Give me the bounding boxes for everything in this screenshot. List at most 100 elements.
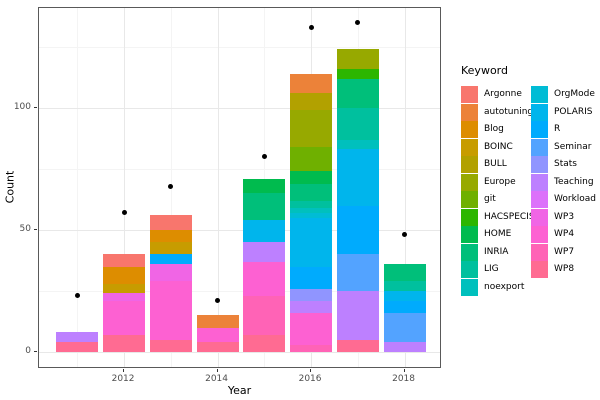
bar-segment bbox=[336, 139, 379, 150]
legend-swatch-icon bbox=[531, 191, 548, 208]
bar-segment bbox=[383, 300, 426, 313]
bar-segment bbox=[103, 334, 146, 352]
bar-segment bbox=[149, 215, 192, 230]
legend-swatch-icon bbox=[531, 243, 548, 261]
gridline-minor-horizontal bbox=[39, 291, 440, 292]
x-tick-label: 2012 bbox=[111, 374, 135, 384]
y-tick-label: 0 bbox=[25, 346, 31, 356]
y-tick-mark bbox=[34, 351, 37, 352]
legend-swatch-icon bbox=[461, 173, 478, 191]
legend-swatch-icon bbox=[461, 138, 478, 156]
bar-segment bbox=[290, 200, 333, 209]
legend-label: Workload bbox=[554, 194, 597, 204]
data-point bbox=[74, 293, 80, 299]
bar-segment bbox=[243, 193, 286, 221]
x-tick-label: 2016 bbox=[298, 374, 322, 384]
legend-label: OrgMode bbox=[554, 89, 595, 99]
x-tick-mark bbox=[216, 369, 218, 372]
legend-label: WP3 bbox=[554, 211, 575, 222]
bar-segment bbox=[336, 68, 379, 79]
legend-swatch-icon bbox=[461, 121, 478, 138]
legend-swatch-icon bbox=[531, 138, 548, 156]
bar-segment bbox=[290, 312, 333, 345]
bar-segment bbox=[336, 205, 379, 255]
legend-swatch-icon bbox=[531, 208, 548, 226]
legend: Keyword Argonne autotuning Blog BOINC BULL Eu… bbox=[455, 64, 600, 296]
bar-segment bbox=[290, 208, 333, 213]
bar-segment bbox=[383, 312, 426, 343]
legend-label: WP7 bbox=[554, 246, 575, 257]
gridline-major-vertical bbox=[217, 8, 219, 367]
bar-segment bbox=[290, 300, 333, 313]
legend-label: HACSPECIS bbox=[484, 211, 535, 222]
legend-label: WP4 bbox=[554, 229, 575, 239]
legend-swatch-icon bbox=[531, 103, 548, 121]
x-axis-title: Year bbox=[227, 384, 252, 397]
legend-label: POLARIS bbox=[554, 106, 593, 117]
data-point bbox=[308, 24, 314, 30]
legend-swatch-icon bbox=[531, 86, 548, 103]
bar-segment bbox=[336, 149, 379, 206]
bar-segment bbox=[336, 108, 379, 140]
bar-segment bbox=[149, 264, 192, 282]
legend-label: HOME bbox=[484, 229, 512, 239]
legend-swatch-icon bbox=[461, 86, 478, 103]
legend-label: Teaching bbox=[554, 176, 594, 187]
legend-swatch-icon bbox=[531, 156, 548, 173]
y-tick-mark bbox=[34, 107, 37, 108]
bar-segment bbox=[196, 327, 239, 343]
bar-segment bbox=[383, 291, 426, 301]
data-point bbox=[402, 232, 408, 238]
legend-label: BOINC bbox=[484, 141, 513, 152]
bar-segment bbox=[196, 342, 239, 352]
legend-label: BULL bbox=[484, 159, 507, 169]
x-tick-label: 2014 bbox=[205, 374, 228, 384]
bar-segment bbox=[290, 183, 333, 201]
bar-segment bbox=[103, 293, 146, 301]
bar-segment bbox=[290, 110, 333, 148]
legend-title: Keyword bbox=[461, 64, 508, 77]
bar-segment bbox=[290, 266, 333, 289]
bar-segment bbox=[103, 254, 146, 267]
legend-swatch-icon bbox=[531, 121, 548, 138]
legend-swatch-icon bbox=[461, 226, 478, 243]
y-tick-label: 50 bbox=[19, 224, 31, 234]
bar-segment bbox=[149, 242, 192, 255]
bar-segment bbox=[290, 288, 333, 301]
bar-segment bbox=[383, 264, 426, 282]
bar-segment bbox=[383, 281, 426, 291]
bar-segment bbox=[290, 147, 333, 172]
bar-segment bbox=[103, 283, 146, 294]
x-tick-mark bbox=[310, 369, 312, 372]
bar-segment bbox=[243, 178, 286, 194]
bar-segment bbox=[56, 342, 99, 352]
bar-segment bbox=[336, 49, 379, 69]
bar-segment bbox=[290, 212, 333, 218]
bar-segment bbox=[336, 254, 379, 291]
bar-segment bbox=[290, 217, 333, 267]
gridline-major-vertical bbox=[124, 8, 126, 367]
x-tick-mark bbox=[123, 369, 125, 372]
gridline-major-horizontal bbox=[39, 352, 440, 353]
bar-segment bbox=[103, 266, 146, 284]
bar-segment bbox=[336, 339, 379, 352]
legend-label: noexport bbox=[484, 281, 525, 292]
legend-swatch-icon bbox=[531, 261, 548, 278]
bar-segment bbox=[243, 220, 286, 243]
legend-swatch-icon bbox=[531, 173, 548, 191]
gridline-minor-horizontal bbox=[39, 169, 440, 170]
y-axis-title: Count bbox=[3, 170, 17, 204]
legend-label: Europe bbox=[484, 176, 516, 187]
legend-label: WP8 bbox=[554, 264, 575, 274]
y-tick-mark bbox=[34, 229, 37, 230]
bar-segment bbox=[290, 93, 333, 111]
bar-segment bbox=[243, 261, 286, 296]
legend-label: LIG bbox=[484, 264, 499, 274]
legend-label: Argonne bbox=[484, 89, 522, 99]
x-tick-label: 2018 bbox=[392, 374, 415, 384]
bar-segment bbox=[243, 242, 286, 262]
legend-swatch-icon bbox=[531, 226, 548, 243]
bar-segment bbox=[243, 334, 286, 352]
data-point bbox=[355, 20, 361, 26]
